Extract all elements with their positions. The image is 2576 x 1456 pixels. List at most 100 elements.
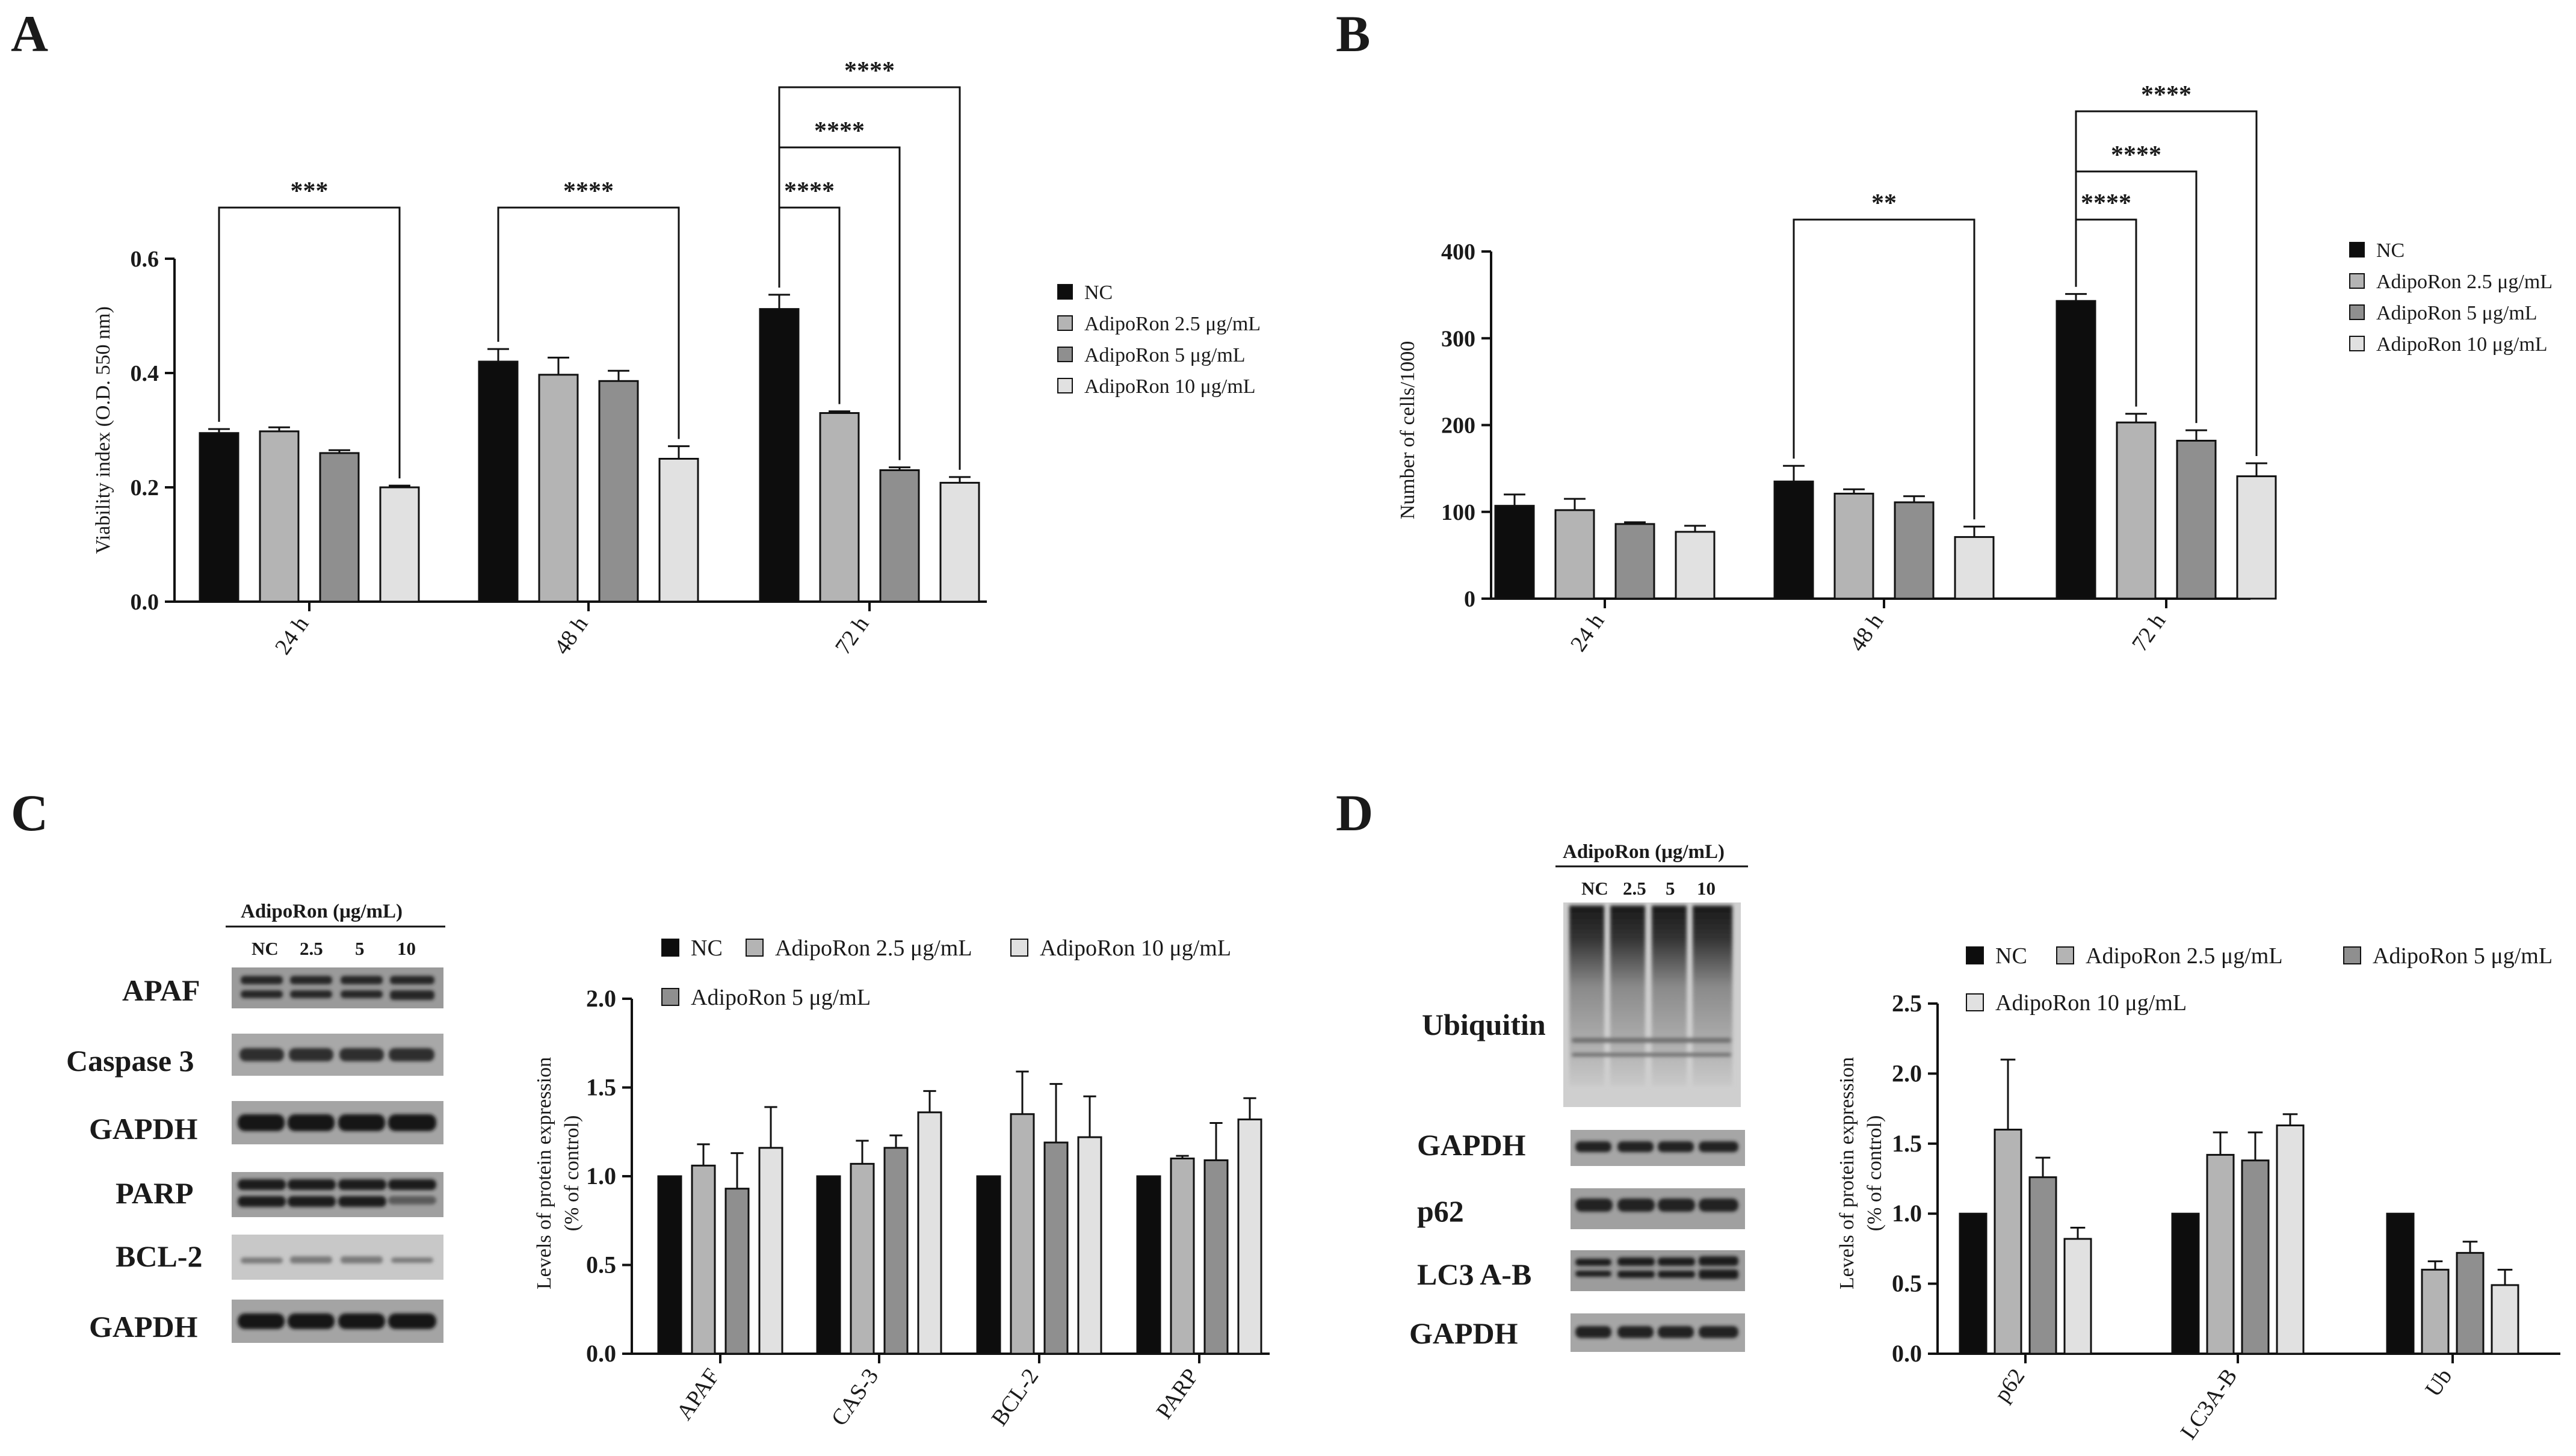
chart-d-bar-ub-adiporon-10-g-ml: [2491, 1284, 2519, 1355]
chart-d-bar-p62-adiporon-10-g-ml: [2063, 1238, 2092, 1355]
chart-a-significance-bracket: [778, 86, 961, 470]
blot-c-label-bcl-2: BCL-2: [116, 1239, 202, 1273]
chart-c-x-tick-label-parp: PARP: [1151, 1364, 1203, 1424]
chart-b-y-tick-label: 400: [1441, 239, 1475, 265]
chart-a-significance-bracket: [218, 206, 401, 479]
chart-c-legend-swatch-adiporon-10-g-ml: [1010, 939, 1028, 957]
chart-a-significance-bracket: [497, 206, 680, 439]
chart-a-legend-label-adiporon-10-g-ml: AdipoRon 10 μg/mL: [1084, 375, 1256, 398]
chart-b-legend-label-adiporon-5-g-ml: AdipoRon 5 μg/mL: [2376, 302, 2537, 324]
chart-a-bar-24-h-adiporon-5-g-ml: [319, 452, 360, 603]
blot-c-strip-bcl-2: [232, 1235, 443, 1280]
blot-c-strip-gapdh-1: [232, 1101, 443, 1144]
chart-c-y-axis-label: Levels of protein expression: [533, 1057, 555, 1289]
chart-d-bar-p62-adiporon-2-5-g-ml: [1994, 1129, 2022, 1355]
chart-d-y-tick-label: 1.0: [1892, 1200, 1922, 1227]
blot-c-strip-gapdh-2: [232, 1300, 443, 1343]
chart-c-x-tick-label-bcl-2: BCL-2: [986, 1364, 1043, 1431]
blot-c-header: AdipoRon (μg/mL): [241, 901, 403, 922]
blot-c-label-gapdh-2: GAPDH: [89, 1310, 198, 1343]
chart-b-significance-label: ****: [2081, 190, 2131, 217]
chart-a-bar-48-h-adiporon-2-5-g-ml: [538, 374, 579, 603]
blot-d-header: AdipoRon (μg/mL): [1563, 841, 1725, 863]
chart-d-legend-label-nc: NC: [1995, 943, 2027, 969]
panel-letter-c: C: [11, 784, 48, 842]
chart-b-legend-label-nc: NC: [2376, 239, 2405, 262]
blot-d-label-gapdh-1: GAPDH: [1417, 1128, 1526, 1162]
chart-b-significance-bracket: [2075, 110, 2258, 456]
chart-b-bar-72-h-adiporon-10-g-ml: [2236, 475, 2277, 600]
chart-d-y-tick-label: 2.0: [1892, 1060, 1922, 1087]
chart-a-bar-24-h-nc: [199, 432, 239, 603]
chart-a-bar-72-h-nc: [759, 308, 800, 603]
chart-d-bar-p62-adiporon-5-g-ml: [2028, 1176, 2057, 1355]
chart-a-bar-48-h-nc: [478, 360, 519, 603]
chart-d-legend-swatch-adiporon-10-g-ml: [1966, 993, 1984, 1011]
chart-a-legend-label-nc: NC: [1084, 282, 1113, 304]
chart-d-legend-swatch-adiporon-5-g-ml: [2343, 946, 2361, 964]
blot-d-lane-5: 5: [1666, 878, 1675, 899]
chart-b-significance-bracket: [1793, 218, 1975, 520]
chart-d: 0.0 0.5 1.0 1.5 2.0 2.5 Levels of protein expr…: [1836, 943, 2560, 1444]
chart-d-y-tick-label: 0.5: [1892, 1270, 1922, 1297]
chart-b-significance-label: ****: [2111, 141, 2161, 169]
chart-b-y-axis-label: Number of cells/1000: [1397, 341, 1419, 520]
chart-c-bar-apaf-adiporon-10-g-ml: [758, 1147, 783, 1355]
chart-c-bar-cas-3-adiporon-2-5-g-ml: [850, 1162, 875, 1355]
chart-c-legend-label-nc: NC: [691, 936, 723, 961]
chart-b-x-tick-label-48-h: 48 h: [1845, 609, 1889, 656]
blot-d-label-ubiquitin: Ubiquitin: [1422, 1008, 1546, 1041]
chart-c-y-tick-label: 1.0: [586, 1162, 616, 1189]
blot-d-label-p62: p62: [1417, 1194, 1464, 1228]
blot-c-label-parp: PARP: [116, 1176, 194, 1210]
chart-b-bar-24-h-nc: [1494, 505, 1535, 600]
chart-a-bar-72-h-adiporon-10-g-ml: [939, 481, 980, 603]
blot-c-lane-nc: NC: [252, 938, 279, 959]
chart-c-x-tick-label-apaf: APAF: [672, 1364, 724, 1425]
chart-b-y-tick-label: 300: [1441, 326, 1475, 351]
panel-letter-b: B: [1336, 5, 1370, 63]
chart-a-bar-24-h-adiporon-2-5-g-ml: [259, 430, 300, 603]
chart-c-y-tick-label: 0.5: [586, 1251, 616, 1279]
blot-c-strip-apaf: [232, 967, 443, 1008]
chart-b-legend-swatch-adiporon-5-g-ml: [2349, 304, 2365, 320]
chart-b-bar-48-h-nc: [1773, 480, 1814, 600]
chart-d-bar-ub-adiporon-2-5-g-ml: [2421, 1268, 2450, 1355]
chart-a-bar-24-h-adiporon-10-g-ml: [379, 486, 420, 603]
chart-c-legend-label-adiporon-10-g-ml: AdipoRon 10 μg/mL: [1040, 936, 1231, 961]
chart-b-bar-72-h-nc: [2056, 300, 2096, 600]
chart-c-bar-parp-adiporon-5-g-ml: [1203, 1159, 1229, 1355]
blot-d-lane-nc: NC: [1581, 878, 1608, 899]
chart-a-bar-72-h-adiporon-5-g-ml: [879, 469, 920, 603]
chart-d-y-tick-label: 0.0: [1892, 1340, 1922, 1367]
chart-a-y-axis-label: Viability index (O.D. 550 nm): [92, 306, 114, 554]
chart-d-x-tick-label-lc3a-b: LC3A-B: [2176, 1364, 2243, 1444]
chart-c-y-tick-label: 1.5: [586, 1074, 616, 1101]
chart-a-bar-48-h-adiporon-10-g-ml: [658, 458, 699, 603]
chart-b-x-tick-label-72-h: 72 h: [2127, 609, 2171, 656]
blot-c-lane-2.5: 2.5: [300, 938, 323, 959]
chart-c-legend-swatch-adiporon-2-5-g-ml: [746, 939, 764, 957]
blot-d-strip-gapdh-2: [1571, 1313, 1745, 1352]
western-blot-d: AdipoRon (μg/mL) NC 2.5 5 10 Ubiquitin G…: [1409, 841, 1748, 1352]
chart-c-bar-bcl-2-adiporon-2-5-g-ml: [1010, 1113, 1035, 1355]
blot-d-strip-lc3a-b: [1571, 1250, 1745, 1291]
chart-b-y-tick-label: 100: [1441, 500, 1475, 525]
chart-d-y-tick-label: 2.5: [1892, 990, 1922, 1017]
chart-b-bar-72-h-adiporon-2-5-g-ml: [2116, 421, 2157, 600]
chart-c-bar-bcl-2-nc: [976, 1175, 1001, 1355]
blot-c-label-gapdh-1: GAPDH: [89, 1112, 198, 1146]
blot-d-strip-p62: [1571, 1188, 1745, 1229]
chart-a-y-tick-label: 0.0: [131, 590, 159, 615]
chart-a-x-tick-label-24-h: 24 h: [270, 612, 314, 659]
chart-c-bar-parp-nc: [1136, 1175, 1161, 1355]
blot-c-lane-10: 10: [397, 938, 416, 959]
chart-a: 0.0 0.2 0.4 0.6 Viability index (O.D. 550 nm…: [92, 57, 1261, 659]
chart-b-y-tick-label: 200: [1441, 413, 1475, 439]
blot-d-strip-ubiquitin: [1563, 902, 1741, 1107]
chart-d-y-axis-label: Levels of protein expression: [1836, 1057, 1858, 1289]
chart-b-legend-swatch-nc: [2349, 242, 2365, 258]
chart-d-legend-swatch-adiporon-2-5-g-ml: [2056, 946, 2074, 964]
blot-c-strip-caspase-3: [232, 1034, 443, 1076]
